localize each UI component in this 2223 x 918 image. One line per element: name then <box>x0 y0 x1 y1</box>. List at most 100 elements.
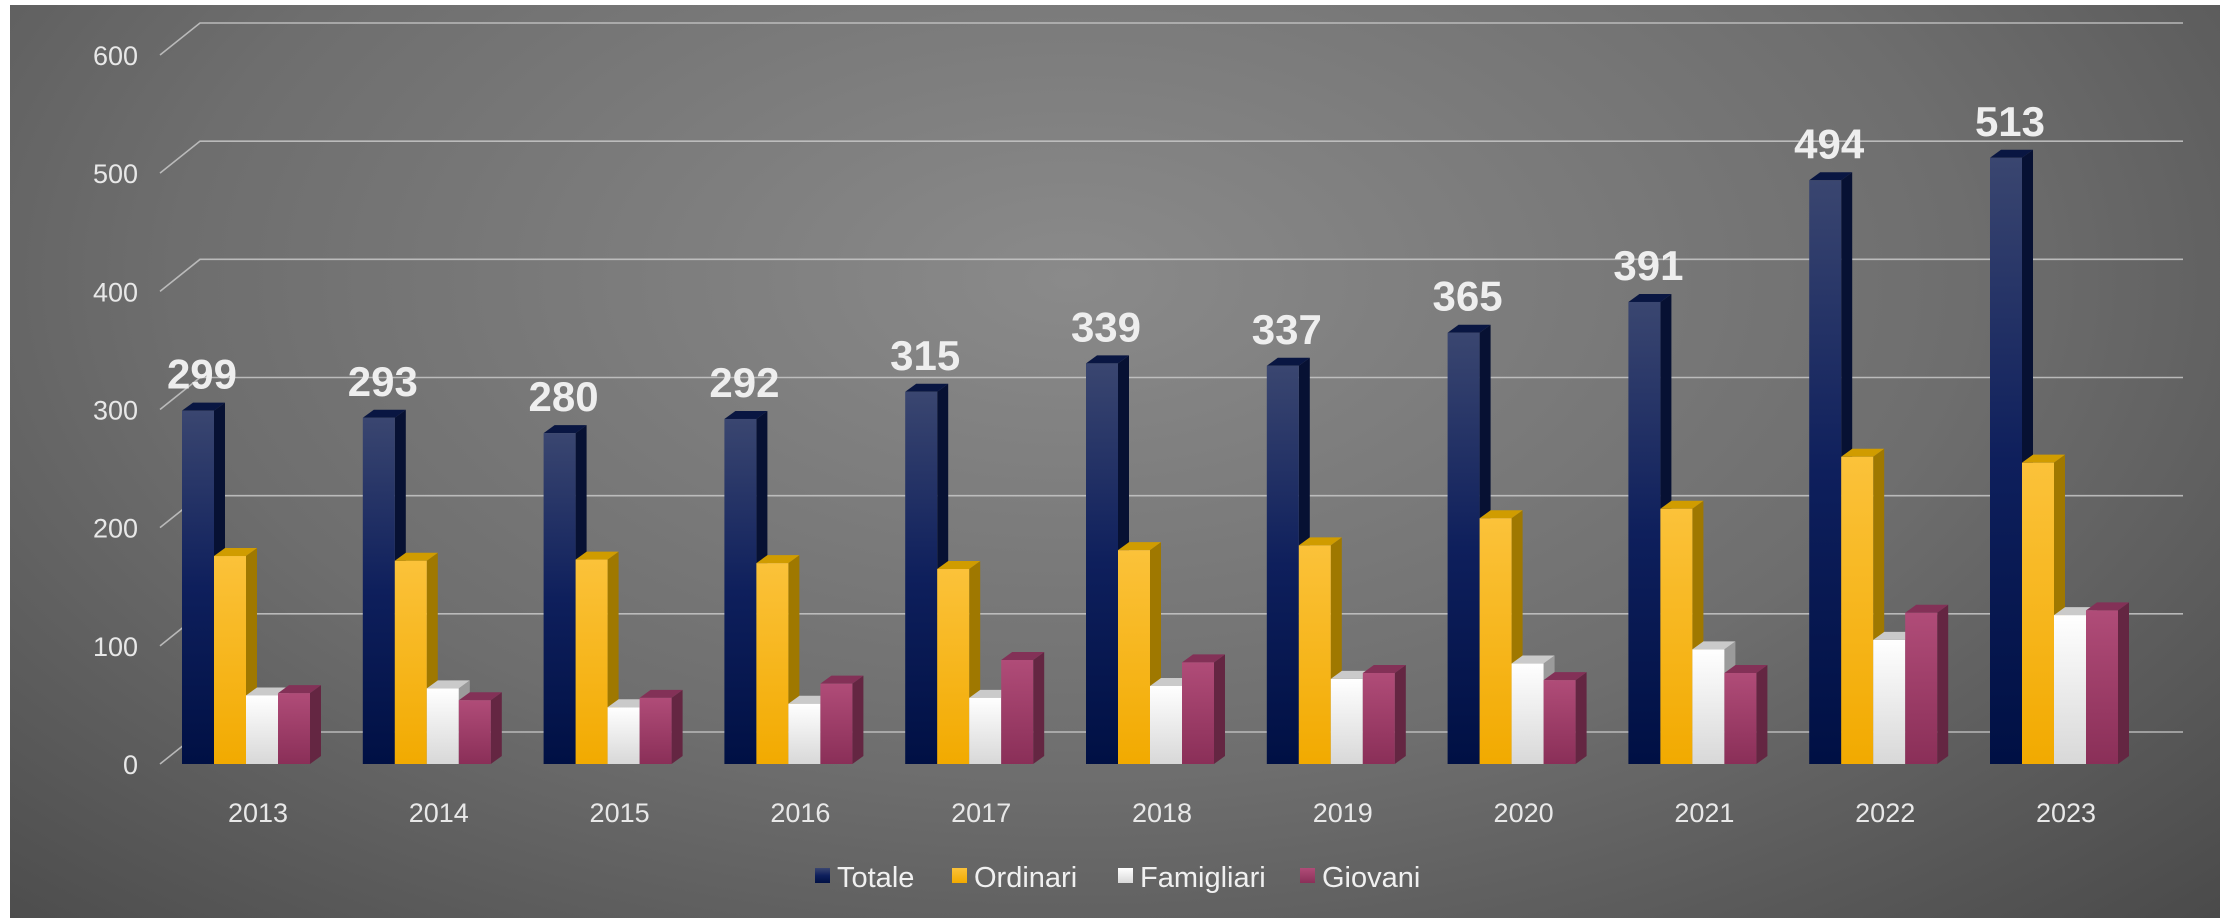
bar-front <box>2022 462 2054 764</box>
data-label: 337 <box>1252 306 1322 353</box>
bar-top <box>362 409 406 418</box>
legend-label: Totale <box>837 862 914 894</box>
bar-top <box>1447 324 1491 333</box>
y-tick-label: 400 <box>93 277 138 307</box>
bar-front <box>278 693 310 764</box>
bar-giovani-2022 <box>1905 604 1949 764</box>
bar-top <box>756 555 800 564</box>
bar-front <box>1511 663 1544 764</box>
bar-ordinari-2016 <box>756 555 800 764</box>
bar-front <box>1990 157 2022 764</box>
bar-front <box>820 683 853 764</box>
bar-top <box>182 402 225 411</box>
legend-swatch <box>1300 868 1315 883</box>
bar-front <box>1298 545 1331 764</box>
bar-top <box>278 685 321 694</box>
bar-top <box>1990 149 2033 158</box>
bar-top <box>639 689 683 698</box>
bar-top <box>1086 355 1129 364</box>
legend-item-totale: Totale <box>815 862 914 894</box>
legend-swatch <box>815 868 830 883</box>
bar-front <box>1362 673 1395 764</box>
bar-top <box>724 410 768 419</box>
bar-side <box>1033 652 1045 764</box>
data-label: 494 <box>1794 120 1865 167</box>
bar-front <box>1447 332 1480 764</box>
bar-top <box>458 692 502 701</box>
bar-front <box>937 569 970 764</box>
bar-front <box>362 417 395 764</box>
bar-front <box>2086 610 2118 764</box>
data-label: 513 <box>1975 98 2045 145</box>
bar-top <box>1001 652 1045 661</box>
x-tick-label: 2015 <box>590 798 650 828</box>
bar-front <box>905 391 938 764</box>
bar-side <box>2118 602 2129 764</box>
bar-front <box>1692 649 1725 764</box>
bar-giovani-2023 <box>2086 602 2129 764</box>
bar-top <box>543 425 587 434</box>
bar-front <box>1543 680 1576 764</box>
bar-side <box>1214 654 1225 764</box>
x-tick-label: 2019 <box>1313 798 1373 828</box>
bar-giovani-2016 <box>820 675 864 764</box>
bar-front <box>246 695 278 764</box>
gridline <box>159 140 2183 174</box>
data-label: 339 <box>1071 303 1141 350</box>
bar-front <box>1479 518 1512 764</box>
x-tick-label: 2013 <box>228 798 288 828</box>
y-tick-label: 100 <box>93 632 138 662</box>
bar-front <box>1660 508 1693 764</box>
bar-side <box>671 689 683 764</box>
x-tick-label: 2023 <box>2036 798 2096 828</box>
bar-front <box>1905 612 1938 764</box>
bar-giovani-2018 <box>1182 654 1225 764</box>
legend: Totale Ordinari Famigliari Giovani <box>815 862 1420 894</box>
bar-front <box>756 563 789 764</box>
bar-front <box>1873 639 1906 764</box>
bar-side <box>1575 672 1587 764</box>
bar-front <box>214 556 246 764</box>
bar-side <box>1394 665 1406 764</box>
x-axis-ticks: 2013 2014 2015 2016 2017 2018 2019 2020 2021 2022… <box>228 798 2096 828</box>
data-label: 280 <box>529 373 599 420</box>
bar-front <box>575 559 608 764</box>
y-tick-label: 0 <box>123 750 138 780</box>
data-label: 315 <box>890 332 960 379</box>
legend-item-ordinari: Ordinari <box>952 862 1077 894</box>
bar-front <box>1182 662 1214 764</box>
y-tick-label: 300 <box>93 396 138 426</box>
bar-front <box>394 560 427 764</box>
legend-swatch <box>952 868 967 883</box>
legend-label: Ordinari <box>974 862 1077 894</box>
legend-item-giovani: Giovani <box>1300 862 1420 894</box>
bar-front <box>1809 180 1842 765</box>
bar-top <box>1841 448 1885 457</box>
bar-giovani-2013 <box>278 685 321 764</box>
bar-front <box>2054 615 2086 764</box>
bar-top <box>1543 672 1587 681</box>
bar-giovani-2015 <box>639 689 683 764</box>
bar-front <box>1001 660 1034 764</box>
bar-top <box>1266 357 1310 366</box>
bar-front <box>724 418 757 764</box>
y-tick-label: 500 <box>93 159 138 189</box>
x-tick-label: 2017 <box>951 798 1011 828</box>
bar-top <box>1692 641 1736 650</box>
x-tick-label: 2014 <box>409 798 469 828</box>
y-tick-label: 600 <box>93 41 138 71</box>
data-label: 292 <box>709 359 779 406</box>
bar-giovani-2020 <box>1543 672 1587 764</box>
bar-ordinari-2014 <box>394 552 438 764</box>
y-axis-ticks: 0 100 200 300 400 500 600 <box>93 41 138 780</box>
bar-front <box>1150 686 1182 764</box>
bar-giovani-2014 <box>458 692 502 764</box>
x-tick-label: 2022 <box>1855 798 1915 828</box>
bar-giovani-2021 <box>1724 665 1768 764</box>
bar-top <box>214 548 257 557</box>
legend-label: Giovani <box>1322 862 1420 894</box>
bar-front <box>1724 673 1757 764</box>
x-tick-label: 2020 <box>1494 798 1554 828</box>
gridline <box>159 258 2183 292</box>
bar-top <box>394 552 438 561</box>
